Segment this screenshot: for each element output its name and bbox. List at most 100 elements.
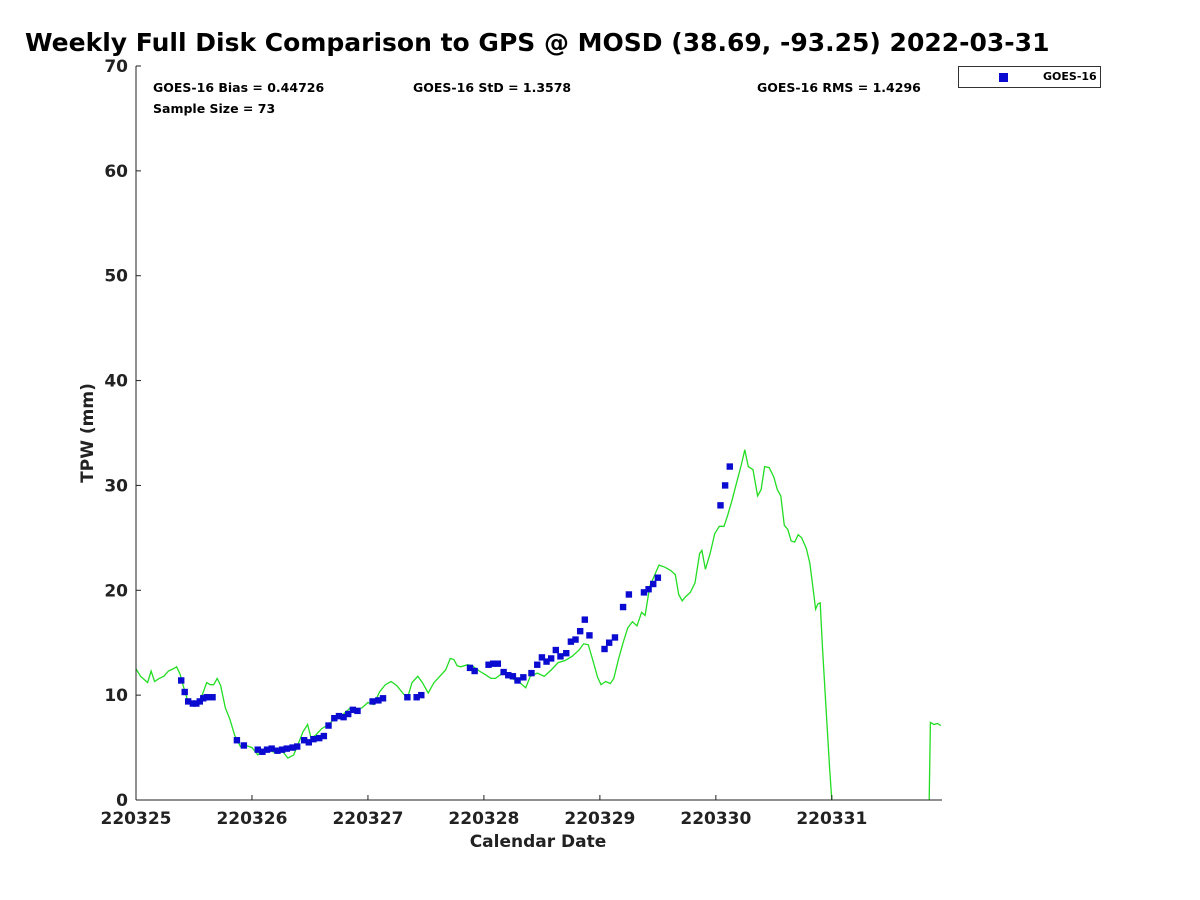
goes-point (263, 746, 271, 753)
goes-point (625, 591, 633, 598)
x-tick-label: 220327 (332, 809, 403, 829)
goes-point (485, 661, 492, 668)
goes-point (576, 627, 584, 635)
goes-point (543, 658, 550, 665)
x-tick-label: 220330 (680, 809, 751, 829)
goes-point (418, 691, 425, 699)
goes-point (349, 706, 357, 714)
goes-point (289, 744, 296, 751)
goes-point (310, 735, 317, 743)
goes-point (320, 732, 328, 740)
goes-point (178, 677, 185, 684)
goes-point (619, 603, 627, 611)
goes-point (547, 655, 555, 662)
goes-point (196, 698, 203, 705)
goes-point (379, 695, 387, 702)
goes-point (645, 586, 652, 593)
goes-point (181, 688, 188, 696)
goes-point (193, 700, 200, 707)
legend-marker (999, 73, 1008, 82)
goes-point (514, 677, 521, 684)
plot-area (136, 66, 942, 800)
goes-point (505, 672, 512, 679)
goes-point (726, 463, 733, 470)
goes-point (640, 589, 648, 596)
y-tick-label: 0 (116, 791, 128, 811)
goes-point (375, 697, 382, 704)
goes-point (283, 745, 290, 752)
goes-point (335, 712, 343, 720)
goes-point (340, 713, 347, 721)
chart-title: Weekly Full Disk Comparison to GPS @ MOS… (25, 28, 1050, 57)
goes-point (189, 700, 197, 707)
goes-point (601, 645, 608, 653)
goes-point (354, 707, 361, 715)
goes-point (717, 502, 724, 509)
goes-point (586, 632, 593, 639)
x-tick-label: 220329 (564, 809, 635, 829)
legend: GOES-16 (958, 66, 1101, 88)
goes-point (233, 737, 241, 744)
legend-label: GOES-16 (1043, 70, 1097, 83)
y-tick-label: 50 (104, 267, 128, 287)
goes-point (413, 694, 420, 701)
goes-point (489, 660, 497, 667)
goes-point (209, 694, 216, 701)
goes-point (184, 698, 192, 705)
goes-point (538, 654, 546, 661)
gps-line-segment (928, 721, 942, 801)
x-tick-label: 220325 (101, 809, 172, 829)
goes-point (274, 747, 281, 754)
goes-point (611, 634, 619, 641)
goes-point (650, 580, 657, 588)
goes-point (534, 661, 541, 668)
goes-point (500, 668, 507, 676)
y-axis-label: TPW (mm) (78, 383, 98, 483)
bias-stat: GOES-16 Bias = 0.44726 (153, 80, 325, 95)
rms-stat: GOES-16 RMS = 1.4296 (757, 80, 921, 95)
goes-point (278, 746, 286, 753)
goes-point (494, 660, 502, 667)
goes-point (254, 746, 261, 753)
goes-point (557, 653, 564, 660)
goes-point (552, 646, 560, 654)
goes-point (316, 734, 323, 742)
goes-point (325, 722, 332, 729)
goes-point (300, 737, 308, 744)
y-tick-label: 20 (104, 581, 128, 601)
y-tick-label: 30 (104, 476, 128, 496)
goes-point (581, 616, 589, 623)
goes-point (509, 673, 517, 680)
sample-size-stat: Sample Size = 73 (153, 101, 276, 116)
goes-point (572, 636, 579, 643)
std-stat: GOES-16 StD = 1.3578 (413, 80, 572, 95)
goes-point (563, 650, 570, 657)
goes-point (294, 743, 301, 750)
y-tick-label: 70 (104, 57, 128, 77)
goes-point (203, 694, 210, 701)
x-tick-label: 220326 (216, 809, 287, 829)
x-tick-label: 220328 (448, 809, 519, 829)
goes-point (471, 667, 478, 675)
y-ticks: 0 10 20 30 40 50 60 70 (104, 57, 141, 811)
x-axis-label: Calendar Date (470, 832, 607, 852)
goes-point (567, 638, 575, 645)
goes-point (605, 639, 613, 646)
y-tick-label: 40 (104, 372, 128, 392)
goes-point (240, 742, 248, 749)
x-tick-label: 220331 (796, 809, 867, 829)
x-ticks: 220325 220326 220327 220328 220329 220330 2203… (101, 795, 867, 829)
goes-point (721, 482, 729, 489)
goes-point (369, 698, 376, 705)
goes-point (200, 695, 207, 702)
goes-point (345, 710, 352, 718)
goes-point (305, 739, 312, 746)
y-tick-label: 10 (104, 686, 128, 706)
goes-point (520, 674, 527, 681)
goes-point (331, 715, 338, 722)
goes-point (528, 669, 535, 677)
goes-point (466, 664, 474, 672)
y-tick-label: 60 (104, 162, 128, 182)
goes-series (178, 463, 733, 755)
